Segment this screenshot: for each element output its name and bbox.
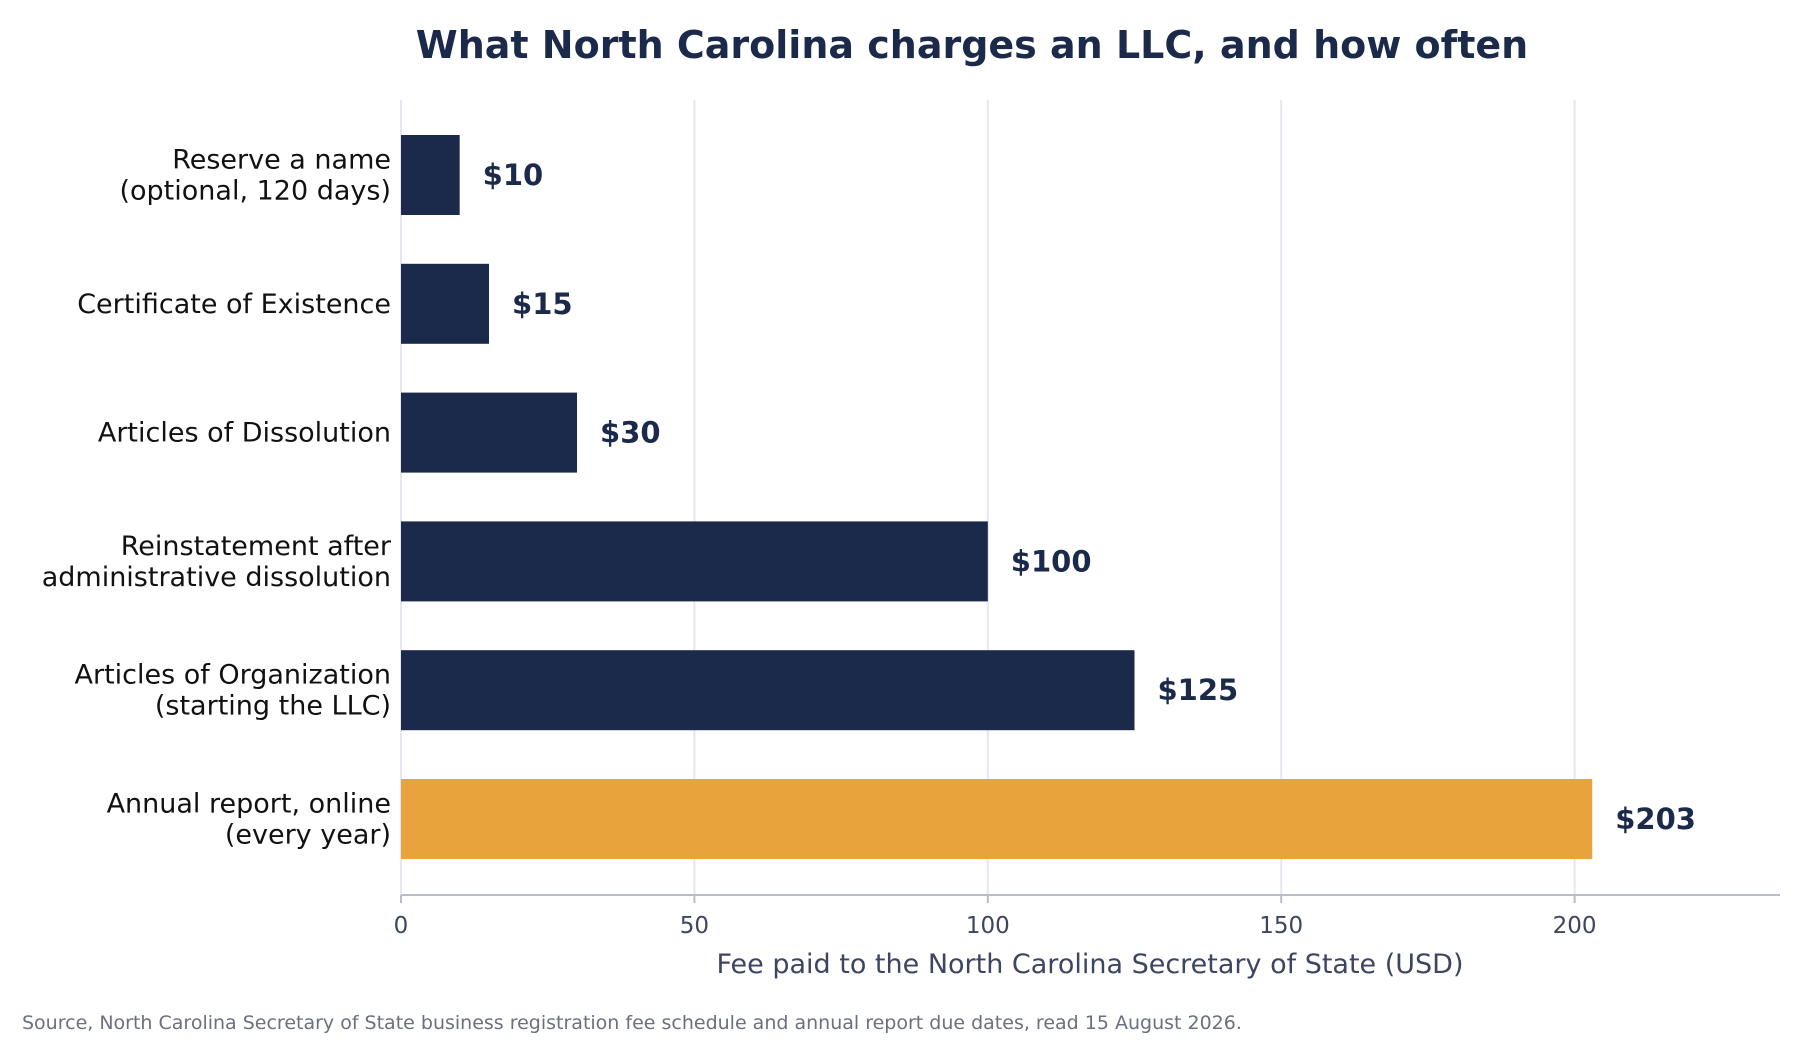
- x-tick-label-4: 200: [1553, 913, 1597, 939]
- x-axis-label: Fee paid to the North Carolina Secretary…: [716, 949, 1463, 980]
- bar-value-label-2: $30: [600, 416, 661, 450]
- bar-1: [401, 263, 490, 344]
- category-label-3-line-0: Reinstatement after: [121, 531, 392, 562]
- x-tick-label-0: 0: [394, 913, 409, 939]
- category-labels: Reserve a name (optional, 120 days) Certif…: [42, 145, 392, 851]
- x-tick-label-2: 100: [966, 913, 1010, 939]
- category-label-5-line-1: (every year): [225, 820, 391, 851]
- category-label-2: Articles of Dissolution: [98, 418, 391, 449]
- bar-value-label-4: $125: [1158, 673, 1239, 707]
- category-label-5: Annual report, online (every year): [107, 789, 391, 851]
- x-tick-label-3: 150: [1259, 913, 1303, 939]
- bar-value-label-5: $203: [1615, 802, 1696, 836]
- bar-5: [401, 779, 1593, 859]
- category-label-4: Articles of Organization (starting the LL…: [75, 660, 392, 722]
- bars: [401, 135, 1593, 859]
- bar-value-label-0: $10: [483, 158, 544, 192]
- chart-title: What North Carolina charges an LLC, and …: [416, 23, 1528, 67]
- bar-2: [401, 392, 578, 473]
- category-label-1-line-0: Certificate of Existence: [77, 289, 391, 320]
- bar-value-labels: $10 $15 $30 $100 $125 $203: [483, 158, 1696, 836]
- category-label-3: Reinstatement after administrative dissol…: [42, 531, 392, 593]
- source-note: Source, North Carolina Secretary of Stat…: [22, 1012, 1242, 1034]
- category-label-0-line-1: (optional, 120 days): [119, 176, 391, 207]
- bar-value-label-1: $15: [512, 287, 573, 321]
- bar-4: [401, 650, 1135, 731]
- category-label-4-line-0: Articles of Organization: [75, 660, 392, 691]
- bar-0: [401, 135, 460, 215]
- category-label-2-line-0: Articles of Dissolution: [98, 418, 391, 449]
- category-label-0-line-0: Reserve a name: [172, 145, 391, 176]
- x-tick-label-1: 50: [680, 913, 709, 939]
- category-label-0: Reserve a name (optional, 120 days): [119, 145, 391, 207]
- category-label-3-line-1: administrative dissolution: [42, 562, 391, 593]
- category-label-5-line-0: Annual report, online: [107, 789, 391, 820]
- category-label-4-line-1: (starting the LLC): [155, 691, 391, 722]
- gridlines: [400, 100, 1576, 895]
- bar-3: [401, 521, 988, 602]
- bar-value-label-3: $100: [1011, 544, 1092, 578]
- category-label-1: Certificate of Existence: [77, 289, 391, 320]
- x-axis-ticks: 0 50 100 150 200: [394, 895, 1597, 939]
